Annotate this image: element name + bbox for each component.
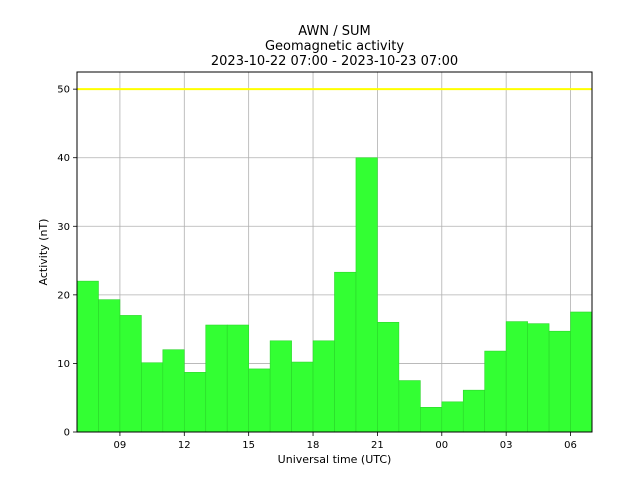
bar-12 <box>183 372 207 433</box>
bar-04 <box>527 323 550 433</box>
x-tick-label-18: 18 <box>307 440 320 451</box>
chart-title: AWN / SUM Geomagnetic activity 2023-10-2… <box>77 24 592 69</box>
x-tick-label-00: 00 <box>435 440 448 451</box>
y-axis-label: Activity (nT) <box>37 219 50 286</box>
bar-03 <box>505 321 528 433</box>
bar-11 <box>162 349 185 433</box>
bar-21 <box>377 321 400 433</box>
bar-01 <box>462 389 486 433</box>
title-line-2: Geomagnetic activity <box>264 39 405 54</box>
bar-22 <box>398 380 421 433</box>
bar-20 <box>355 157 378 433</box>
bar-05 <box>548 330 571 433</box>
y-tick-label-20: 20 <box>57 290 70 301</box>
y-tick-label-30: 30 <box>57 222 70 233</box>
x-axis-label: Universal time (UTC) <box>278 453 392 466</box>
bar-17 <box>291 361 314 433</box>
bar-07 <box>76 280 99 433</box>
x-tick-label-12: 12 <box>178 440 191 451</box>
bar-16 <box>269 340 292 433</box>
bar-14 <box>226 324 249 433</box>
x-tick-label-03: 03 <box>500 440 513 451</box>
title-line-1: AWN / SUM <box>298 24 371 39</box>
x-tick-label-09: 09 <box>114 440 127 451</box>
bars <box>76 157 593 433</box>
x-tick-label-21: 21 <box>371 440 384 451</box>
title-line-3: 2023-10-22 07:00 - 2023-10-23 07:00 <box>210 54 459 69</box>
bar-06 <box>570 311 593 433</box>
y-tick-label-40: 40 <box>57 153 70 164</box>
bar-23 <box>420 407 443 433</box>
bar-02 <box>484 350 507 433</box>
bar-13 <box>205 324 228 433</box>
y-tick-label-0: 0 <box>64 428 70 439</box>
bar-10 <box>141 362 164 433</box>
y-tick-label-50: 50 <box>57 85 70 96</box>
bar-19 <box>334 271 357 433</box>
x-tick-label-06: 06 <box>564 440 577 451</box>
axes <box>76 71 593 433</box>
plot-frame <box>76 71 593 433</box>
x-tick-label-15: 15 <box>242 440 255 451</box>
y-tick-label-10: 10 <box>57 359 70 370</box>
tick-labels: 09 12 15 18 21 00 03 06 0 10 20 30 40 50 <box>57 85 577 451</box>
bar-09 <box>119 315 142 433</box>
bar-15 <box>248 368 271 433</box>
bar-18 <box>312 340 335 433</box>
bar-08 <box>98 299 121 433</box>
bar-00 <box>441 401 464 433</box>
